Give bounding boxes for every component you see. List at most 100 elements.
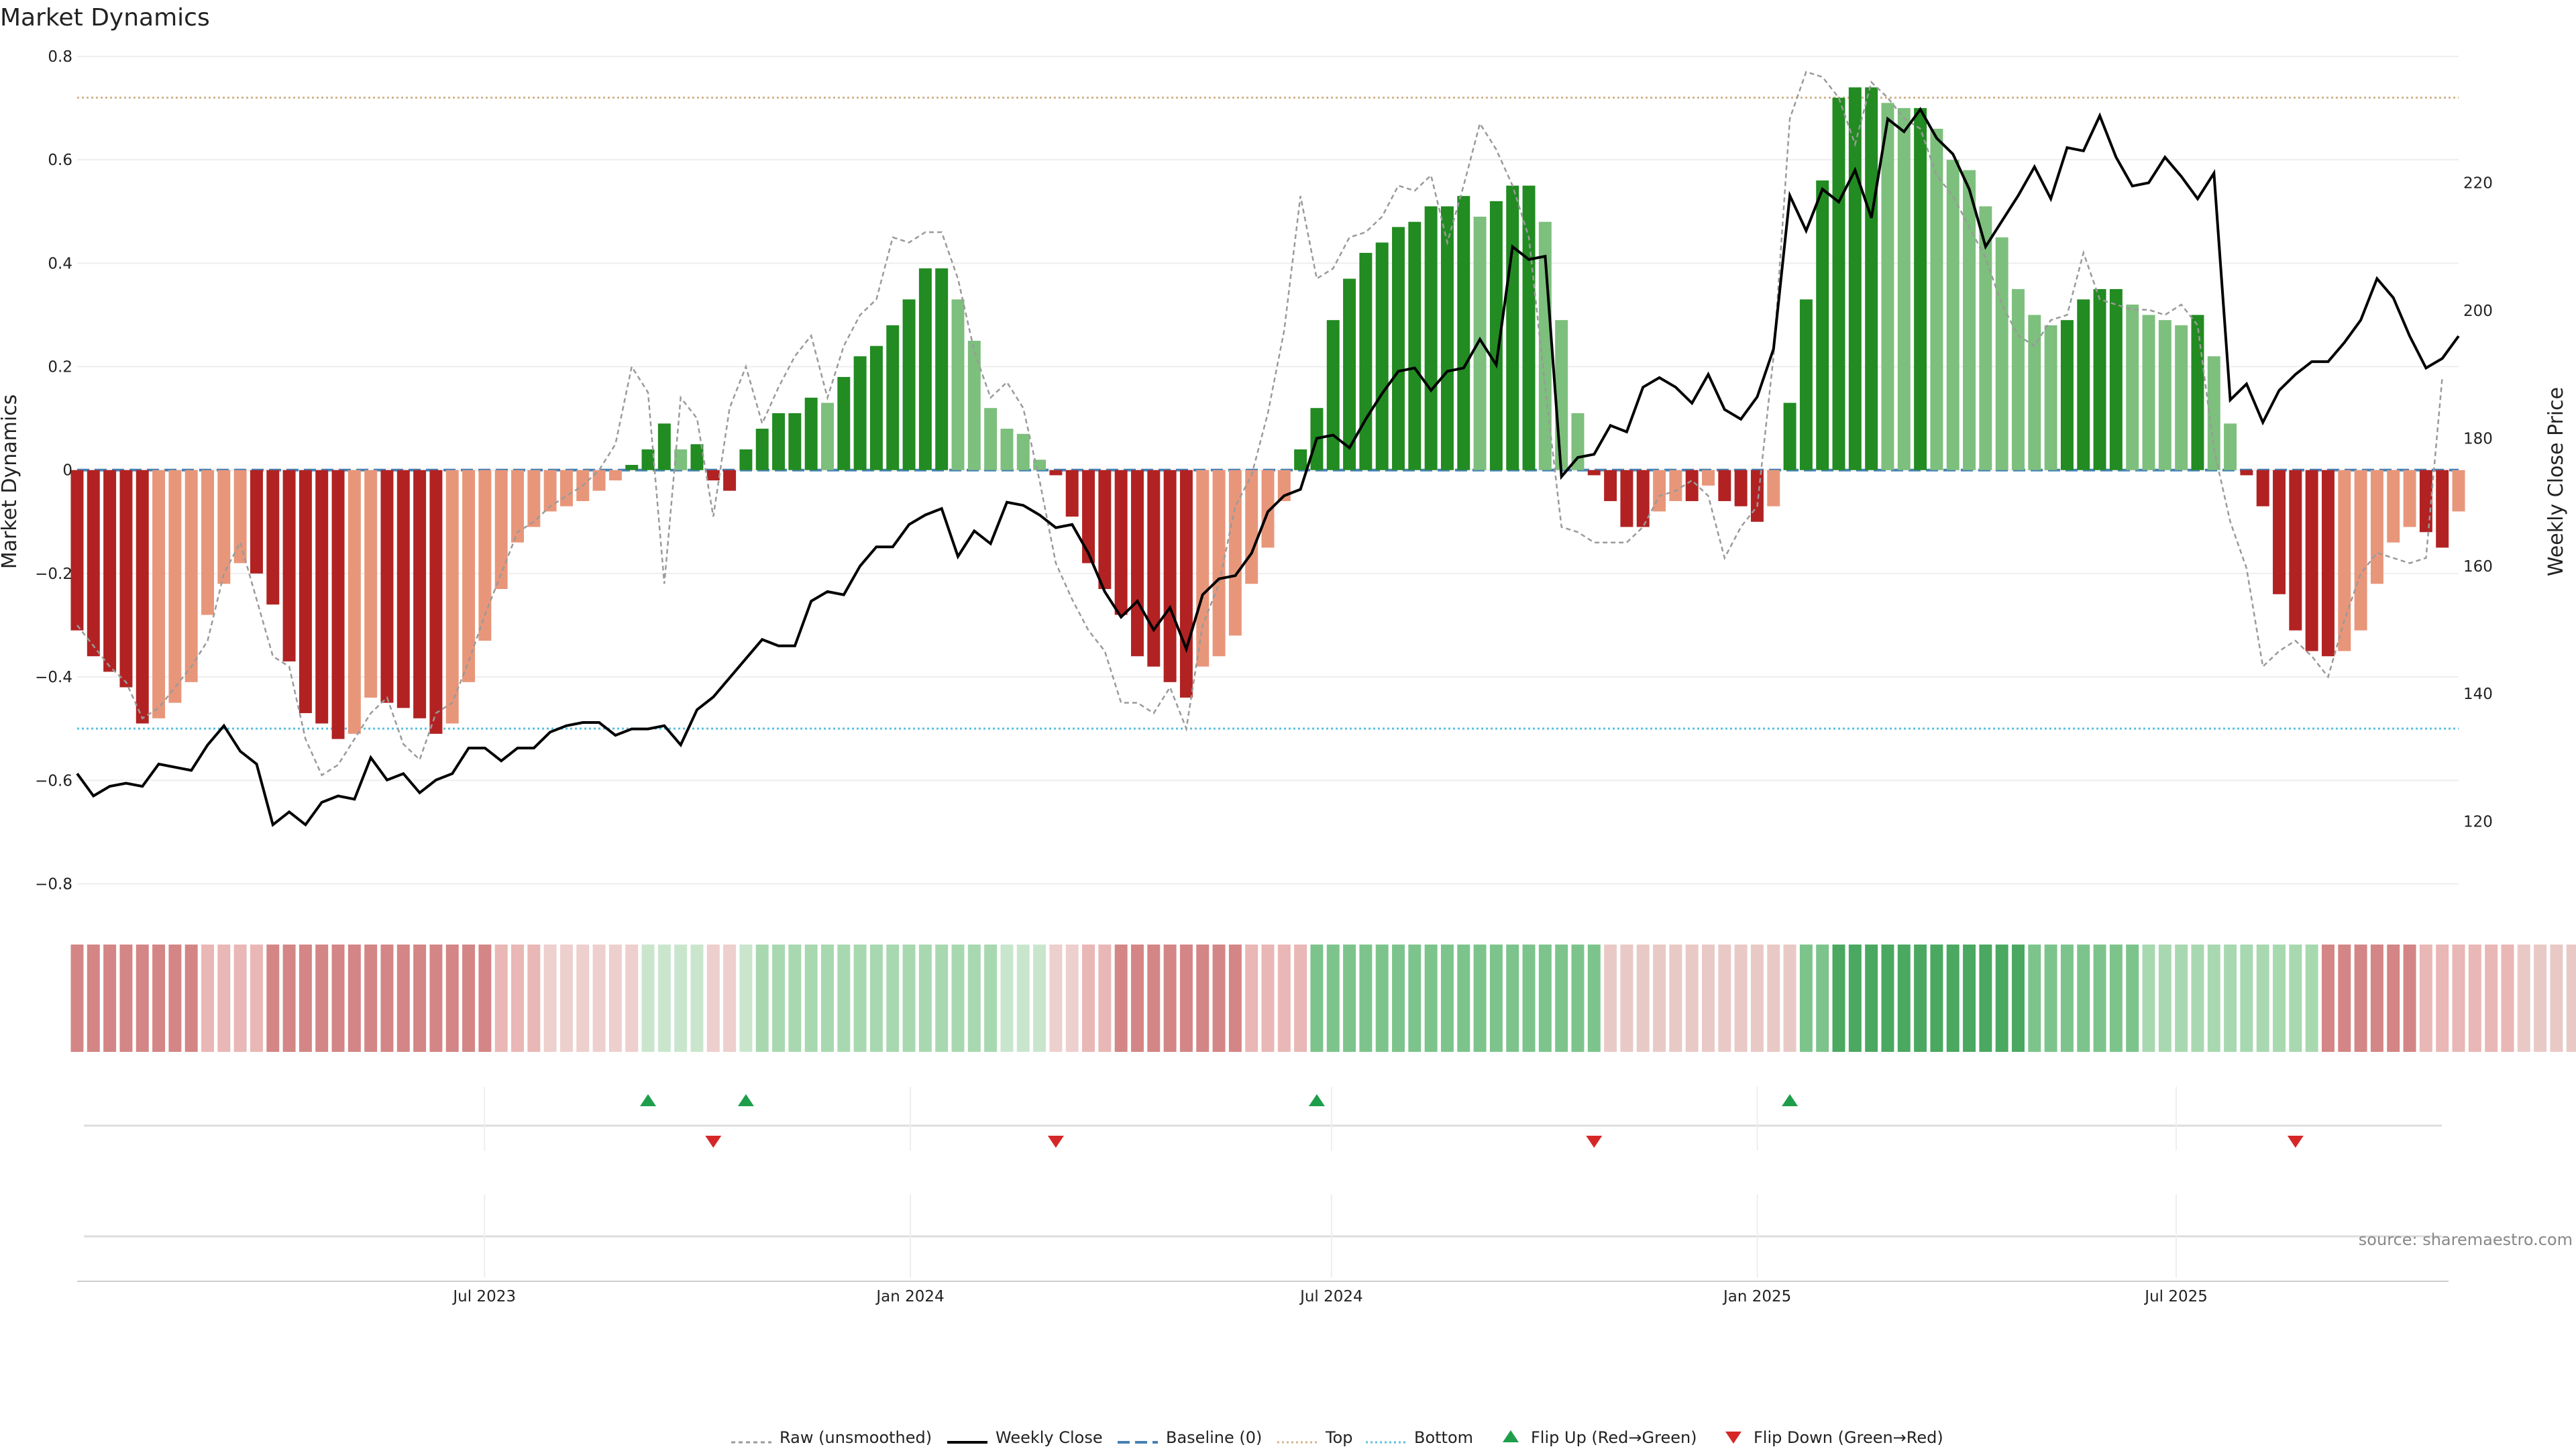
x-tick-label: Jul 2023	[451, 1288, 516, 1305]
bar	[1228, 470, 1242, 636]
legend-raw-label: Raw (unsmoothed)	[780, 1428, 932, 1447]
strip-cell	[1277, 945, 1291, 1052]
bar	[233, 470, 247, 564]
strip-cell	[1082, 945, 1095, 1052]
strip-cell	[168, 945, 182, 1052]
bar	[625, 465, 639, 470]
strip-cell	[1783, 945, 1796, 1052]
strip-cell	[1930, 945, 1943, 1052]
bar	[886, 325, 900, 470]
strip-cell	[1816, 945, 1829, 1052]
strip-cell	[2044, 945, 2057, 1052]
bar	[282, 470, 296, 661]
strip-cell	[755, 945, 769, 1052]
bar	[1636, 470, 1650, 527]
left-tick-label: 0	[62, 462, 72, 480]
strip-cell	[380, 945, 394, 1052]
strip-cell	[1767, 945, 1780, 1052]
bar	[902, 299, 916, 470]
bar	[2060, 320, 2074, 470]
legend-close-label: Weekly Close	[996, 1428, 1103, 1447]
strip-cell	[935, 945, 949, 1052]
strip-cell	[2207, 945, 2220, 1052]
bar	[152, 470, 166, 718]
strip-cell	[266, 945, 280, 1052]
bar	[299, 470, 312, 714]
strip-cell	[2028, 945, 2041, 1052]
bar	[1979, 206, 1992, 470]
strip-cell	[1587, 945, 1601, 1052]
strip-cell	[184, 945, 198, 1052]
legend-flip-down-label: Flip Down (Green→Red)	[1754, 1428, 1943, 1447]
strip-cell	[201, 945, 215, 1052]
strip-cell	[494, 945, 508, 1052]
legend-top-label: Top	[1325, 1428, 1353, 1447]
bar	[1392, 227, 1405, 470]
strip-cell	[2566, 945, 2576, 1052]
strip-cell	[608, 945, 622, 1052]
strip-cell	[772, 945, 786, 1052]
strip-cell	[1538, 945, 1552, 1052]
bar	[266, 470, 280, 605]
bar	[315, 470, 329, 724]
strip-cell	[1979, 945, 1992, 1052]
bar	[103, 470, 117, 672]
strip-cell	[1457, 945, 1470, 1052]
strip-cell	[2321, 945, 2334, 1052]
strip-cell	[2256, 945, 2269, 1052]
strip-cell	[1261, 945, 1275, 1052]
flip-up-marker	[640, 1094, 657, 1106]
bar	[1196, 470, 1210, 667]
bar	[1897, 108, 1911, 470]
strip-cell	[690, 945, 704, 1052]
strip-cell	[886, 945, 900, 1052]
x-tick-label: Jan 2024	[875, 1288, 944, 1305]
strip-cell	[478, 945, 492, 1052]
strip-cell	[527, 945, 541, 1052]
strip-cell	[2370, 945, 2383, 1052]
strip-cell	[1343, 945, 1356, 1052]
bar	[2338, 470, 2351, 651]
bar	[2012, 288, 2025, 470]
right-tick-label: 200	[2463, 303, 2493, 320]
bar	[527, 470, 541, 527]
bar	[592, 470, 606, 491]
bar	[1587, 470, 1601, 476]
bar	[1506, 185, 1519, 470]
flip-down-marker	[1047, 1136, 1064, 1148]
strip-cell	[2093, 945, 2106, 1052]
bar	[2044, 325, 2057, 470]
strip-cell	[1392, 945, 1405, 1052]
strip-cell	[1294, 945, 1307, 1052]
strip-cell	[1963, 945, 1976, 1052]
bar	[1114, 470, 1128, 615]
bar	[706, 470, 720, 481]
strip-cell	[462, 945, 476, 1052]
bar	[869, 345, 883, 470]
left-axis-label: Market Dynamics	[0, 394, 21, 570]
strip-cell	[2419, 945, 2432, 1052]
strip-cell	[869, 945, 883, 1052]
strip-cell	[1750, 945, 1764, 1052]
bar	[2126, 305, 2139, 470]
regime-color-strip	[70, 945, 2576, 1052]
bar	[217, 470, 231, 584]
bar	[984, 408, 998, 470]
strip-cell	[1326, 945, 1340, 1052]
bar	[1995, 237, 2008, 470]
strip-cell	[1865, 945, 1878, 1052]
strip-cell	[1310, 945, 1324, 1052]
weekly-close-line	[76, 107, 2460, 827]
x-tick-label: Jul 2024	[1299, 1288, 1363, 1305]
legend-baseline-label: Baseline (0)	[1166, 1428, 1262, 1447]
bar	[755, 429, 769, 470]
flip-down-marker	[2287, 1136, 2304, 1148]
bar	[478, 470, 492, 641]
strip-cell	[511, 945, 524, 1052]
strip-cell	[2109, 945, 2123, 1052]
strip-cell	[2403, 945, 2416, 1052]
strip-cell	[1914, 945, 1927, 1052]
left-tick-label: −0.4	[35, 669, 72, 686]
bar	[853, 356, 867, 470]
strip-cell	[902, 945, 916, 1052]
